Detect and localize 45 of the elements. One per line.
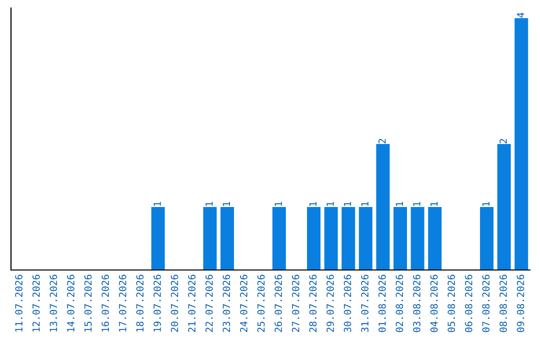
x-tick-label: 02.08.2026 <box>396 274 404 332</box>
x-tick-label: 22.07.2026 <box>205 274 213 332</box>
x-tick-label: 21.07.2026 <box>188 274 196 332</box>
x-tick-label: 25.07.2026 <box>257 274 265 332</box>
x-tick-label: 27.07.2026 <box>292 274 300 332</box>
data-label: 2 <box>500 139 507 144</box>
data-label: 4 <box>516 12 524 18</box>
x-tick-label: 04.08.2026 <box>430 274 438 332</box>
x-tick-label: 26.07.2026 <box>274 274 282 332</box>
x-tick-label: 23.07.2026 <box>222 274 230 332</box>
data-label: 1 <box>222 202 230 206</box>
data-label: 1 <box>326 202 334 206</box>
data-label: 1 <box>274 202 282 206</box>
x-tick-label: 20.07.2026 <box>170 274 178 332</box>
data-label: 1 <box>413 202 420 206</box>
x-tick-label: 16.07.2026 <box>102 274 109 332</box>
data-label: 1 <box>361 202 368 206</box>
x-tick-label: 06.08.2026 <box>464 274 472 332</box>
x-tick-label: 17.07.2026 <box>118 274 126 332</box>
data-label: 1 <box>309 202 316 206</box>
x-tick-label: 15.07.2026 <box>84 274 92 332</box>
x-tick-label: 12.07.2026 <box>32 274 40 332</box>
x-tick-label: 05.08.2026 <box>448 274 455 332</box>
x-tick-label: 29.07.2026 <box>326 274 334 332</box>
x-tick-label: 28.07.2026 <box>309 274 317 332</box>
data-label: 1 <box>482 202 490 206</box>
x-tick-label: 09.08.2026 <box>516 274 524 332</box>
data-label: 1 <box>344 202 352 206</box>
data-label: 1 <box>430 202 438 206</box>
data-label: 1 <box>206 202 213 206</box>
x-tick-label: 18.07.2026 <box>136 274 144 332</box>
x-tick-label: 08.08.2026 <box>500 274 507 332</box>
data-label: 1 <box>396 202 403 206</box>
data-label: 2 <box>378 139 386 144</box>
x-tick-label: 31.07.2026 <box>361 274 368 332</box>
x-tick-label: 30.07.2026 <box>344 274 352 332</box>
x-tick-label: 07.08.2026 <box>482 274 490 332</box>
x-tick-label: 14.07.2026 <box>67 274 74 332</box>
data-label: 1 <box>154 202 161 206</box>
x-tick-label: 01.08.2026 <box>378 274 386 332</box>
x-tick-label: 11.07.2026 <box>15 274 22 332</box>
x-tick-label: 03.08.2026 <box>413 274 420 332</box>
x-tick-label: 13.07.2026 <box>50 274 58 332</box>
x-tick-label: 24.07.2026 <box>240 274 248 332</box>
x-tick-label: 19.07.2026 <box>154 274 161 332</box>
